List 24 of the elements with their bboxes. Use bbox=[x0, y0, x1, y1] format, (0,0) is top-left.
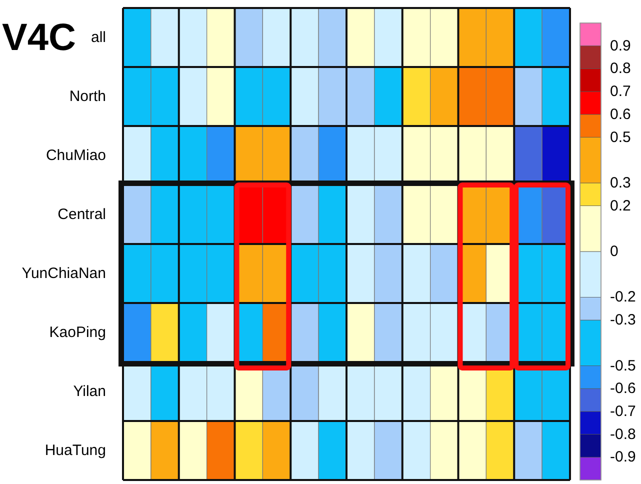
y-tick-label: YunChiaNan bbox=[22, 265, 106, 282]
color-bar-label: -0.2 bbox=[610, 288, 636, 306]
y-tick-label: Yilan bbox=[73, 383, 106, 400]
y-tick-label: North bbox=[69, 88, 106, 105]
color-bar-label: 0.2 bbox=[610, 197, 631, 214]
color-bar-label: 0.8 bbox=[610, 60, 631, 78]
color-bar-label: 0.5 bbox=[610, 128, 631, 146]
color-bar-label: -0.7 bbox=[610, 402, 636, 420]
color-bar-label: -0.3 bbox=[610, 312, 636, 329]
color-bar-label: 0.9 bbox=[610, 37, 631, 54]
color-bar-label: 0.7 bbox=[610, 83, 631, 100]
y-tick-label: all bbox=[90, 29, 106, 46]
color-bar-label: -0.8 bbox=[610, 426, 636, 443]
y-tick-label: HuaTung bbox=[44, 442, 106, 459]
color-bar-label: -0.6 bbox=[610, 380, 636, 398]
color-bar-label: 0.6 bbox=[610, 106, 631, 123]
chart-title: V4C bbox=[2, 17, 76, 59]
color-bar-label: 0.3 bbox=[610, 174, 631, 192]
color-bar-label: 0 bbox=[610, 243, 618, 260]
y-tick-label: ChuMiao bbox=[46, 147, 106, 164]
color-bar-label: -0.5 bbox=[610, 357, 636, 374]
y-tick-label: KaoPing bbox=[49, 324, 106, 341]
y-tick-label: Central bbox=[58, 206, 106, 223]
color-bar-label: -0.9 bbox=[610, 448, 636, 466]
